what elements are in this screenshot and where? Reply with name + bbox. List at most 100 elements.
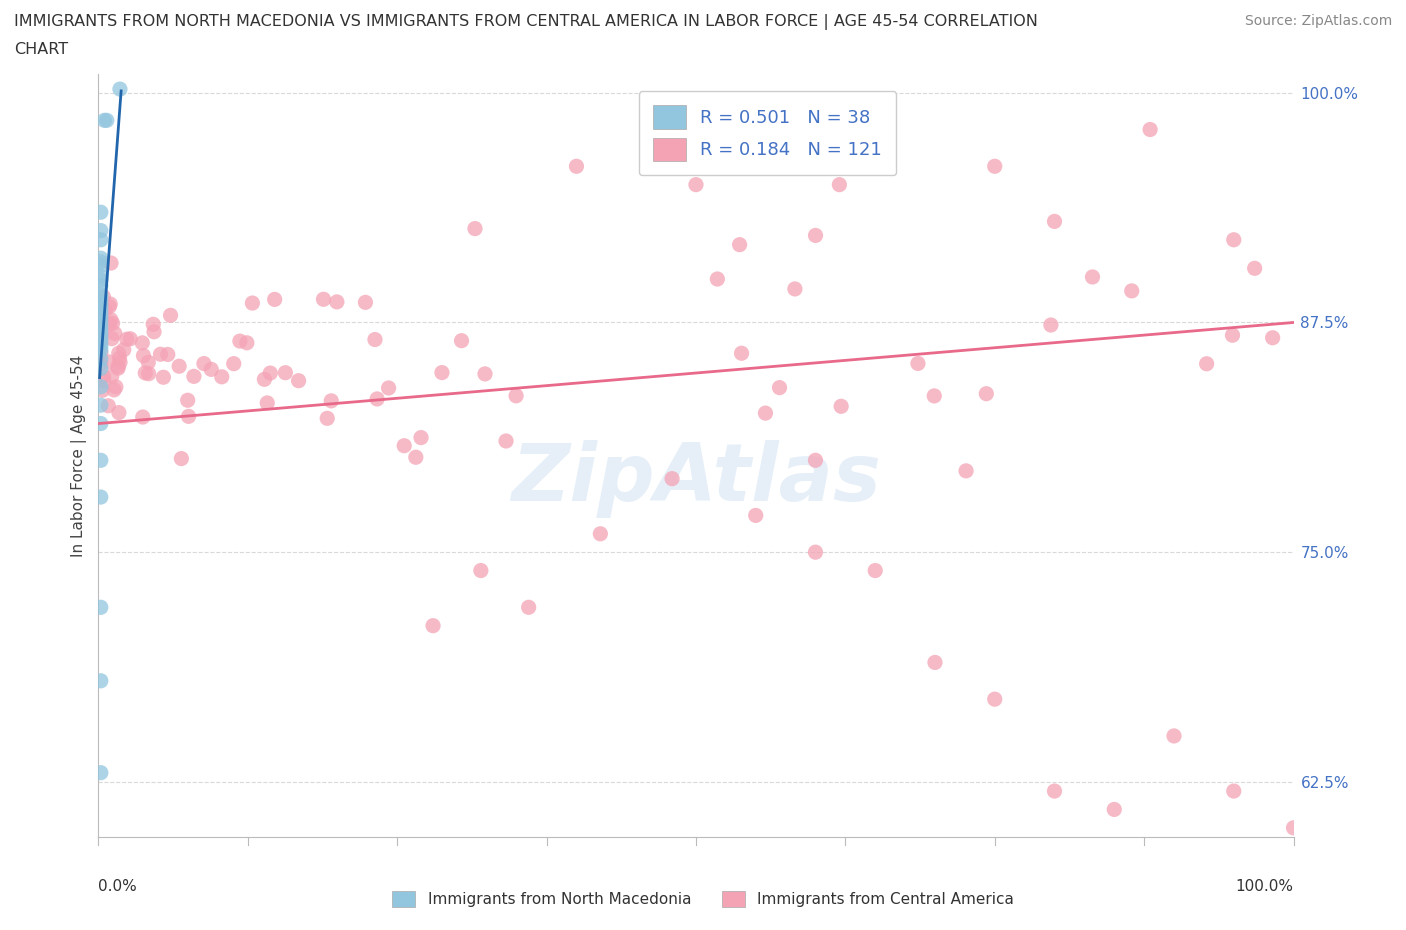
Point — [138, 366, 160, 381]
Point — [101, 316, 124, 331]
Point — [90, 361, 112, 376]
Point — [96, 113, 118, 127]
Point — [90, 352, 112, 366]
Point — [100, 312, 122, 327]
Point — [90, 356, 112, 371]
Point — [804, 228, 827, 243]
Point — [91, 383, 114, 398]
Point — [90, 335, 112, 350]
Text: IMMIGRANTS FROM NORTH MACEDONIA VS IMMIGRANTS FROM CENTRAL AMERICA IN LABOR FORC: IMMIGRANTS FROM NORTH MACEDONIA VS IMMIG… — [14, 14, 1038, 30]
Point — [728, 237, 751, 252]
Point — [104, 379, 127, 394]
Point — [922, 389, 945, 404]
Point — [98, 299, 121, 314]
Point — [589, 526, 612, 541]
Point — [354, 295, 377, 310]
Point — [90, 232, 112, 247]
Point — [706, 272, 728, 286]
Point — [366, 392, 388, 406]
Point — [112, 342, 135, 357]
Point — [90, 295, 112, 310]
Point — [316, 411, 339, 426]
Point — [90, 269, 112, 284]
Point — [90, 223, 112, 238]
Point — [409, 431, 432, 445]
Point — [90, 258, 112, 272]
Point — [115, 332, 138, 347]
Text: 100.0%: 100.0% — [1236, 879, 1294, 894]
Point — [830, 399, 852, 414]
Point — [211, 369, 233, 384]
Point — [1139, 122, 1161, 137]
Point — [107, 346, 129, 361]
Point — [263, 292, 285, 307]
Point — [470, 563, 492, 578]
Point — [1243, 261, 1265, 276]
Point — [90, 251, 112, 266]
Point — [90, 379, 112, 394]
Point — [90, 313, 112, 328]
Point — [103, 382, 125, 397]
Point — [136, 355, 159, 370]
Point — [89, 333, 111, 348]
Point — [90, 345, 112, 360]
Point — [1282, 820, 1305, 835]
Point — [108, 82, 131, 97]
Point — [90, 205, 112, 219]
Point — [90, 325, 112, 339]
Point — [90, 416, 112, 431]
Point — [93, 373, 115, 388]
Point — [142, 317, 165, 332]
Point — [108, 355, 131, 370]
Point — [229, 334, 252, 349]
Legend: R = 0.501   N = 38, R = 0.184   N = 121: R = 0.501 N = 38, R = 0.184 N = 121 — [638, 91, 897, 176]
Point — [90, 317, 112, 332]
Point — [253, 372, 276, 387]
Point — [176, 392, 198, 407]
Point — [90, 278, 112, 293]
Point — [90, 332, 112, 347]
Point — [101, 331, 124, 346]
Point — [134, 365, 156, 380]
Point — [865, 563, 887, 578]
Point — [108, 351, 131, 365]
Point — [1195, 356, 1218, 371]
Point — [108, 405, 131, 420]
Text: ZipAtlas: ZipAtlas — [510, 440, 882, 518]
Point — [321, 393, 343, 408]
Point — [236, 336, 259, 351]
Point — [97, 354, 120, 369]
Point — [256, 395, 278, 410]
Point — [90, 291, 112, 306]
Point — [167, 359, 190, 374]
Point — [222, 356, 245, 371]
Point — [495, 433, 517, 448]
Point — [274, 365, 297, 380]
Point — [90, 321, 112, 336]
Point — [450, 333, 472, 348]
Point — [783, 282, 806, 297]
Point — [90, 302, 112, 317]
Text: CHART: CHART — [14, 42, 67, 57]
Point — [149, 347, 172, 362]
Point — [90, 310, 112, 325]
Point — [90, 342, 112, 357]
Point — [924, 655, 946, 670]
Point — [90, 255, 112, 270]
Point — [312, 292, 335, 307]
Point — [326, 295, 349, 310]
Point — [804, 545, 827, 560]
Point — [1222, 327, 1244, 342]
Point — [505, 389, 527, 404]
Point — [907, 356, 929, 371]
Point — [984, 159, 1007, 174]
Point — [104, 326, 127, 341]
Point — [131, 336, 153, 351]
Point — [464, 221, 486, 236]
Legend: Immigrants from North Macedonia, Immigrants from Central America: Immigrants from North Macedonia, Immigra… — [387, 884, 1019, 913]
Point — [200, 362, 222, 377]
Point — [1121, 284, 1143, 299]
Point — [517, 600, 540, 615]
Point — [405, 450, 427, 465]
Point — [183, 369, 205, 384]
